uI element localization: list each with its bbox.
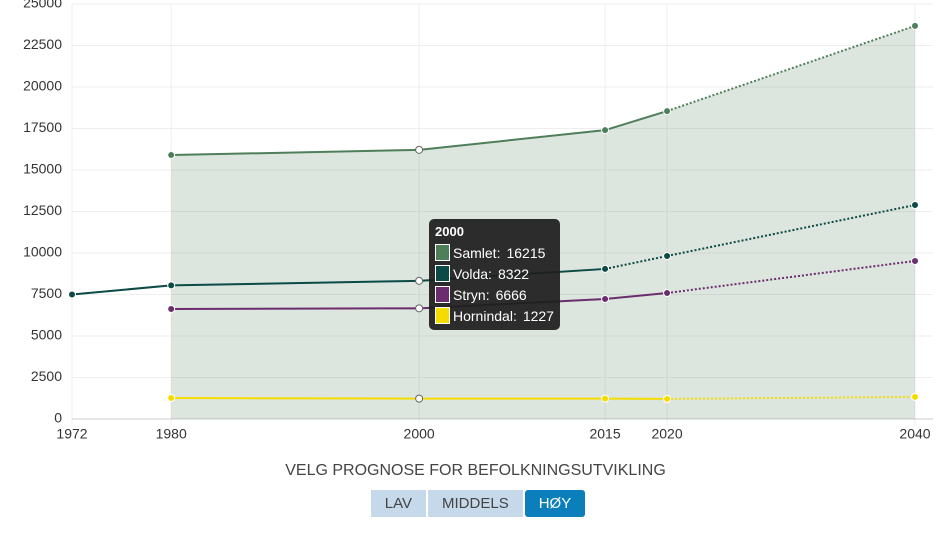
- y-tick-label: 12500: [23, 202, 62, 218]
- tooltip-name: Stryn: [453, 287, 496, 303]
- y-tick-label: 22500: [23, 36, 62, 52]
- line-segment: [667, 395, 916, 400]
- tooltip-row: Stryn6666: [435, 284, 554, 305]
- x-tick-label: 2020: [651, 426, 682, 442]
- point: [167, 304, 176, 313]
- option-button[interactable]: HØY: [524, 490, 586, 517]
- point: [415, 276, 424, 285]
- option-button[interactable]: LAV: [370, 490, 427, 517]
- tooltip-row: Volda8322: [435, 263, 554, 284]
- point: [663, 251, 672, 260]
- point: [911, 392, 919, 401]
- y-tick-label: 7500: [31, 285, 62, 301]
- point: [663, 107, 672, 116]
- controls: VELG PROGNOSE FOR BEFOLKNINGSUTVIKLING L…: [0, 462, 951, 517]
- line-segment: [666, 259, 916, 294]
- x-tick-label: 1972: [56, 426, 87, 442]
- tooltip: 2000Samlet16215Volda8322Stryn6666Hornind…: [429, 219, 560, 330]
- line-segment: [419, 129, 606, 151]
- tooltip-name: Volda: [453, 266, 498, 282]
- line-segment: [71, 284, 172, 296]
- point: [415, 145, 424, 154]
- point: [663, 394, 672, 403]
- y-tick-label: 2500: [31, 368, 62, 384]
- point: [601, 294, 610, 303]
- tooltip-value: 8322: [497, 265, 530, 282]
- x-tick-label: 2040: [899, 426, 930, 442]
- point: [415, 394, 424, 403]
- y-tick-label: 15000: [23, 161, 62, 177]
- point: [911, 201, 919, 210]
- line-segment: [171, 307, 420, 310]
- point: [68, 290, 76, 299]
- line-segment: [171, 279, 420, 287]
- y-tick-label: 10000: [23, 244, 62, 260]
- line-segment: [604, 255, 668, 270]
- tooltip-swatch: [435, 307, 450, 324]
- y-tick-label: 17500: [23, 119, 62, 135]
- y-tick-label: 0: [54, 410, 62, 426]
- point: [911, 21, 919, 30]
- point: [167, 151, 176, 160]
- tooltip-row: Samlet16215: [435, 242, 554, 263]
- tooltip-swatch: [435, 286, 450, 303]
- y-tick-label: 25000: [23, 0, 62, 11]
- tooltip-value: 1227: [522, 307, 554, 324]
- point: [415, 304, 424, 313]
- line-segment: [171, 397, 420, 400]
- tooltip-row: Hornindal1227: [435, 305, 554, 326]
- point: [601, 126, 610, 135]
- point: [167, 394, 176, 403]
- tooltip-swatch: [435, 244, 450, 261]
- tooltip-swatch: [435, 265, 450, 282]
- y-tick-label: 20000: [23, 78, 62, 94]
- tooltip-value: 16215: [506, 244, 546, 261]
- line-segment: [604, 110, 668, 132]
- point: [663, 289, 672, 298]
- x-tick-label: 2000: [404, 426, 435, 442]
- option-button[interactable]: MIDDELS: [428, 490, 523, 517]
- tooltip-value: 6666: [495, 286, 527, 303]
- point: [601, 394, 610, 403]
- line-segment: [604, 292, 668, 300]
- point: [911, 256, 919, 265]
- x-tick-label: 2015: [589, 426, 620, 442]
- controls-heading: VELG PROGNOSE FOR BEFOLKNINGSUTVIKLING: [285, 462, 666, 479]
- button-group: LAV MIDDELS HØY: [5, 490, 951, 517]
- point: [601, 264, 610, 273]
- point: [167, 281, 176, 290]
- line-segment: [171, 148, 420, 157]
- tooltip-name: Samlet: [453, 245, 506, 261]
- tooltip-title: 2000: [435, 224, 464, 239]
- y-tick-label: 5000: [31, 327, 62, 343]
- x-tick-label: 1980: [156, 426, 187, 442]
- tooltip-name: Hornindal: [453, 308, 523, 324]
